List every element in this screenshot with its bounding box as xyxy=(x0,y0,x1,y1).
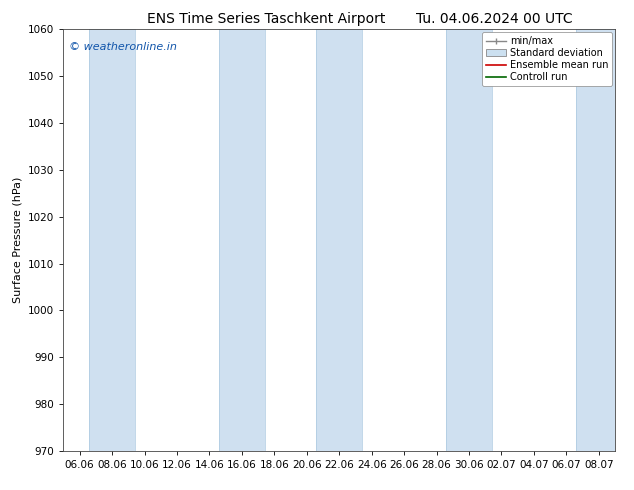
Y-axis label: Surface Pressure (hPa): Surface Pressure (hPa) xyxy=(13,177,23,303)
Bar xyxy=(576,29,621,451)
Text: Tu. 04.06.2024 00 UTC: Tu. 04.06.2024 00 UTC xyxy=(416,12,573,26)
Legend: min/max, Standard deviation, Ensemble mean run, Controll run: min/max, Standard deviation, Ensemble me… xyxy=(482,32,612,86)
Bar xyxy=(89,29,135,451)
Bar xyxy=(219,29,264,451)
Text: © weatheronline.in: © weatheronline.in xyxy=(69,42,177,52)
Bar xyxy=(446,29,492,451)
Text: ENS Time Series Taschkent Airport: ENS Time Series Taschkent Airport xyxy=(147,12,385,26)
Bar xyxy=(316,29,362,451)
